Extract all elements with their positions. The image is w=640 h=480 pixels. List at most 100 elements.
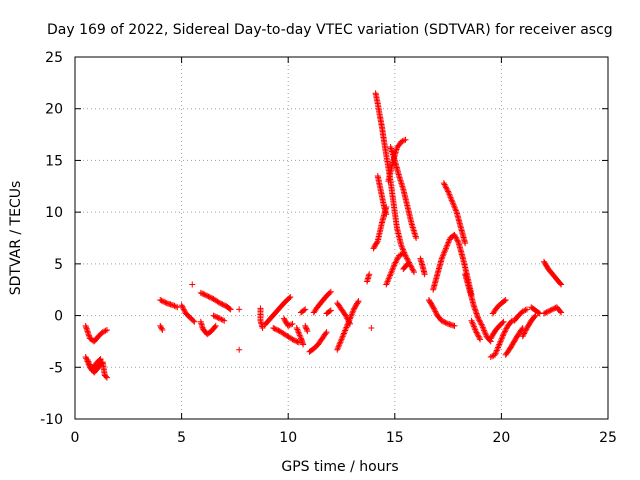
data-point [413,235,420,241]
data-point [288,321,295,328]
data-point [462,240,469,247]
data-point [499,334,506,341]
data-point [474,314,481,321]
data-point [446,237,453,244]
data-point [496,341,503,348]
data-point [350,308,357,315]
grid-lines [75,57,608,419]
data-point [493,347,500,354]
data-point [480,325,487,332]
data-point [275,327,282,334]
data-point [103,327,110,334]
data-point [202,292,209,299]
data-point [286,322,293,329]
y-tick-label: 20 [45,102,63,118]
plot-frame [74,56,609,420]
data-point [287,293,294,300]
data-point [205,293,212,300]
data-point [455,238,462,245]
data-point [344,316,351,323]
data-point [336,342,343,349]
data-point [446,191,453,198]
data-point [408,264,415,271]
data-point [389,265,396,272]
y-tick-label: -5 [49,360,63,376]
y-tick-label: 10 [45,205,63,221]
data-point [161,298,168,305]
data-point [289,336,296,343]
data-point [162,299,169,306]
data-point [178,302,185,309]
data-point [294,326,301,333]
data-point [386,272,393,279]
data-point [218,316,225,323]
y-axis-label: SDTVAR / TECUs [8,181,24,296]
data-point [197,289,204,296]
data-point [453,236,460,243]
data-point [334,345,341,352]
data-point [204,292,211,299]
data-point [430,305,437,312]
data-point [500,331,507,338]
data-point [442,184,449,191]
x-tick-label: 5 [177,430,186,446]
data-point [103,374,110,381]
data-point [212,322,219,329]
data-point [340,331,347,338]
data-point [449,198,456,205]
data-point [181,307,188,314]
data-point [86,360,93,367]
data-point [546,308,553,315]
data-point [158,297,165,304]
data-point [159,327,166,334]
data-point [547,307,554,314]
data-point [499,332,506,339]
data-point [444,240,451,247]
data-point [444,242,451,249]
data-point [386,274,393,281]
data-point [303,326,310,333]
data-point [179,303,186,310]
data-point [451,322,458,329]
data-point [211,313,218,320]
data-point [532,312,539,319]
data-point [216,315,223,322]
data-point [493,348,500,355]
data-point [350,306,357,313]
data-point [334,346,341,353]
data-point [209,295,216,302]
data-point [171,302,178,309]
data-point [477,320,484,327]
data-point [498,335,505,342]
data-point [482,331,489,338]
data-point [290,336,297,343]
data-point [218,300,225,307]
data-point [472,326,479,333]
data-point [542,309,549,316]
data-point [214,314,221,321]
data-point [453,207,460,214]
data-point [383,281,390,288]
axis-ticks [74,56,609,420]
data-point [469,320,476,327]
data-point [469,319,476,326]
data-point [409,266,416,273]
data-point [158,325,165,332]
data-point [442,182,449,189]
data-point [403,261,410,268]
data-point [345,318,352,325]
data-point [384,278,391,285]
data-point [215,299,222,306]
data-point [336,340,343,347]
data-point [337,339,344,346]
data-point [391,260,398,267]
data-point [448,195,455,202]
data-point [441,249,448,256]
data-point [557,308,564,315]
data-point [180,306,187,313]
data-point [503,325,510,332]
data-point [346,319,353,326]
data-point [159,298,166,305]
x-axis-label: GPS time / hours [281,459,398,475]
